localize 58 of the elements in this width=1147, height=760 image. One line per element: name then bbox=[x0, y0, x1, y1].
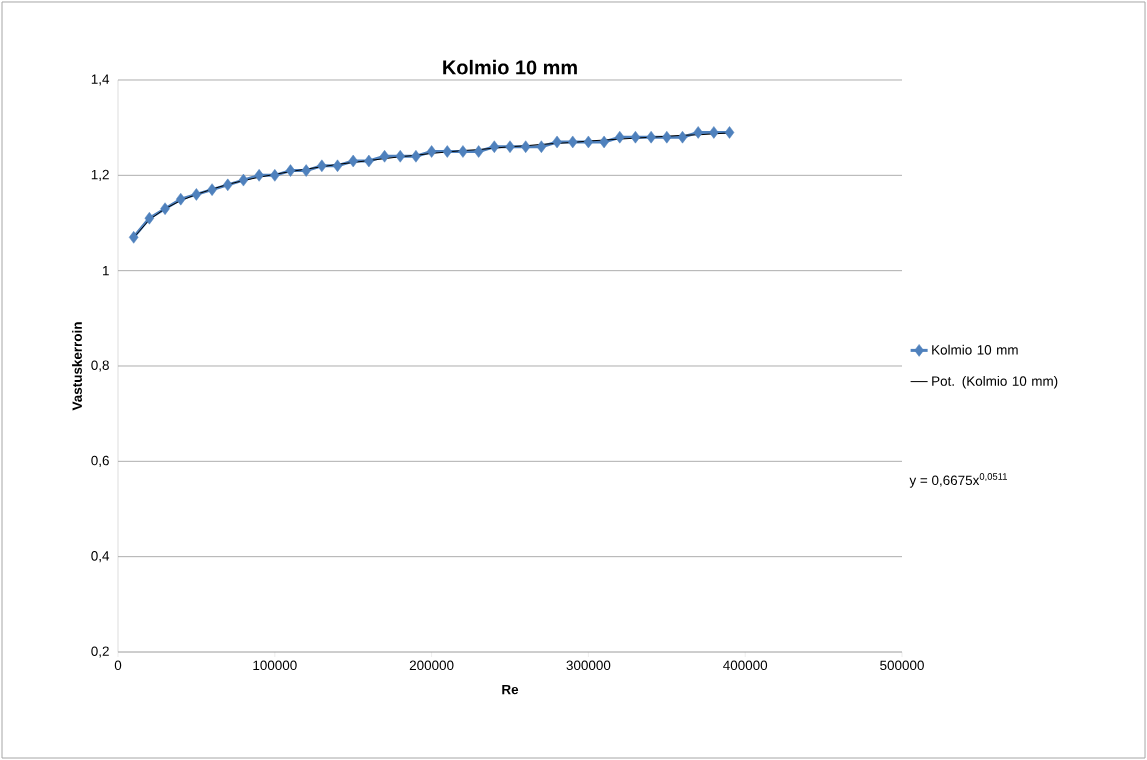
point bbox=[630, 130, 641, 144]
point bbox=[175, 192, 186, 206]
point bbox=[724, 126, 735, 139]
point bbox=[599, 135, 609, 149]
point bbox=[348, 154, 358, 168]
point bbox=[379, 150, 390, 163]
x-tick-label: 300000 bbox=[566, 660, 611, 671]
y-tick-label: 0,6 bbox=[91, 455, 109, 467]
point bbox=[223, 178, 233, 192]
legend-label: Kolmio 10 mm bbox=[932, 344, 1018, 355]
x-tick-label: 0 bbox=[114, 660, 122, 671]
x-tick-label: 400000 bbox=[723, 660, 768, 671]
point bbox=[567, 135, 578, 149]
y-tick-label: 1 bbox=[103, 266, 109, 276]
legend-label: Pot. (Kolmio 10 mm) bbox=[932, 375, 1058, 389]
point bbox=[191, 188, 202, 201]
point bbox=[317, 159, 327, 173]
y-tick-label: 0,8 bbox=[91, 360, 109, 372]
text: y = 0,6675x$^{0,0511}$ bbox=[909, 473, 1007, 488]
point bbox=[160, 202, 170, 215]
point bbox=[473, 145, 484, 158]
point bbox=[426, 145, 437, 158]
y-tick-label: 0,2 bbox=[91, 646, 109, 658]
y-tick-label: 1,2 bbox=[91, 169, 109, 181]
point bbox=[207, 183, 217, 196]
point bbox=[505, 140, 515, 153]
point bbox=[301, 164, 311, 177]
chart-title: Kolmio 10 mm bbox=[443, 59, 577, 75]
point bbox=[332, 159, 343, 173]
point bbox=[677, 130, 688, 144]
y-tick-label: 0,4 bbox=[91, 551, 110, 563]
y-axis-title: Vastuskerroin bbox=[72, 322, 82, 411]
point bbox=[552, 135, 562, 149]
point bbox=[693, 126, 703, 139]
point bbox=[254, 169, 264, 182]
point bbox=[458, 145, 468, 158]
point bbox=[709, 126, 719, 139]
x-tick-label: 200000 bbox=[409, 660, 454, 671]
x-tick-label: 100000 bbox=[253, 660, 297, 671]
point bbox=[238, 173, 249, 187]
point bbox=[520, 140, 531, 153]
point bbox=[285, 164, 296, 177]
point bbox=[646, 130, 656, 144]
y-tick-label: 1,4 bbox=[91, 74, 110, 86]
point bbox=[411, 150, 421, 163]
point bbox=[144, 211, 155, 225]
point bbox=[536, 140, 547, 153]
point bbox=[128, 231, 139, 244]
point bbox=[615, 130, 625, 144]
point bbox=[662, 130, 672, 144]
point bbox=[442, 145, 453, 158]
x-tick-label: 500000 bbox=[880, 660, 924, 671]
point bbox=[489, 140, 500, 153]
point bbox=[583, 135, 594, 149]
x-axis-title: Re bbox=[502, 684, 519, 695]
point bbox=[364, 154, 374, 168]
point bbox=[270, 169, 280, 182]
point bbox=[395, 150, 405, 163]
